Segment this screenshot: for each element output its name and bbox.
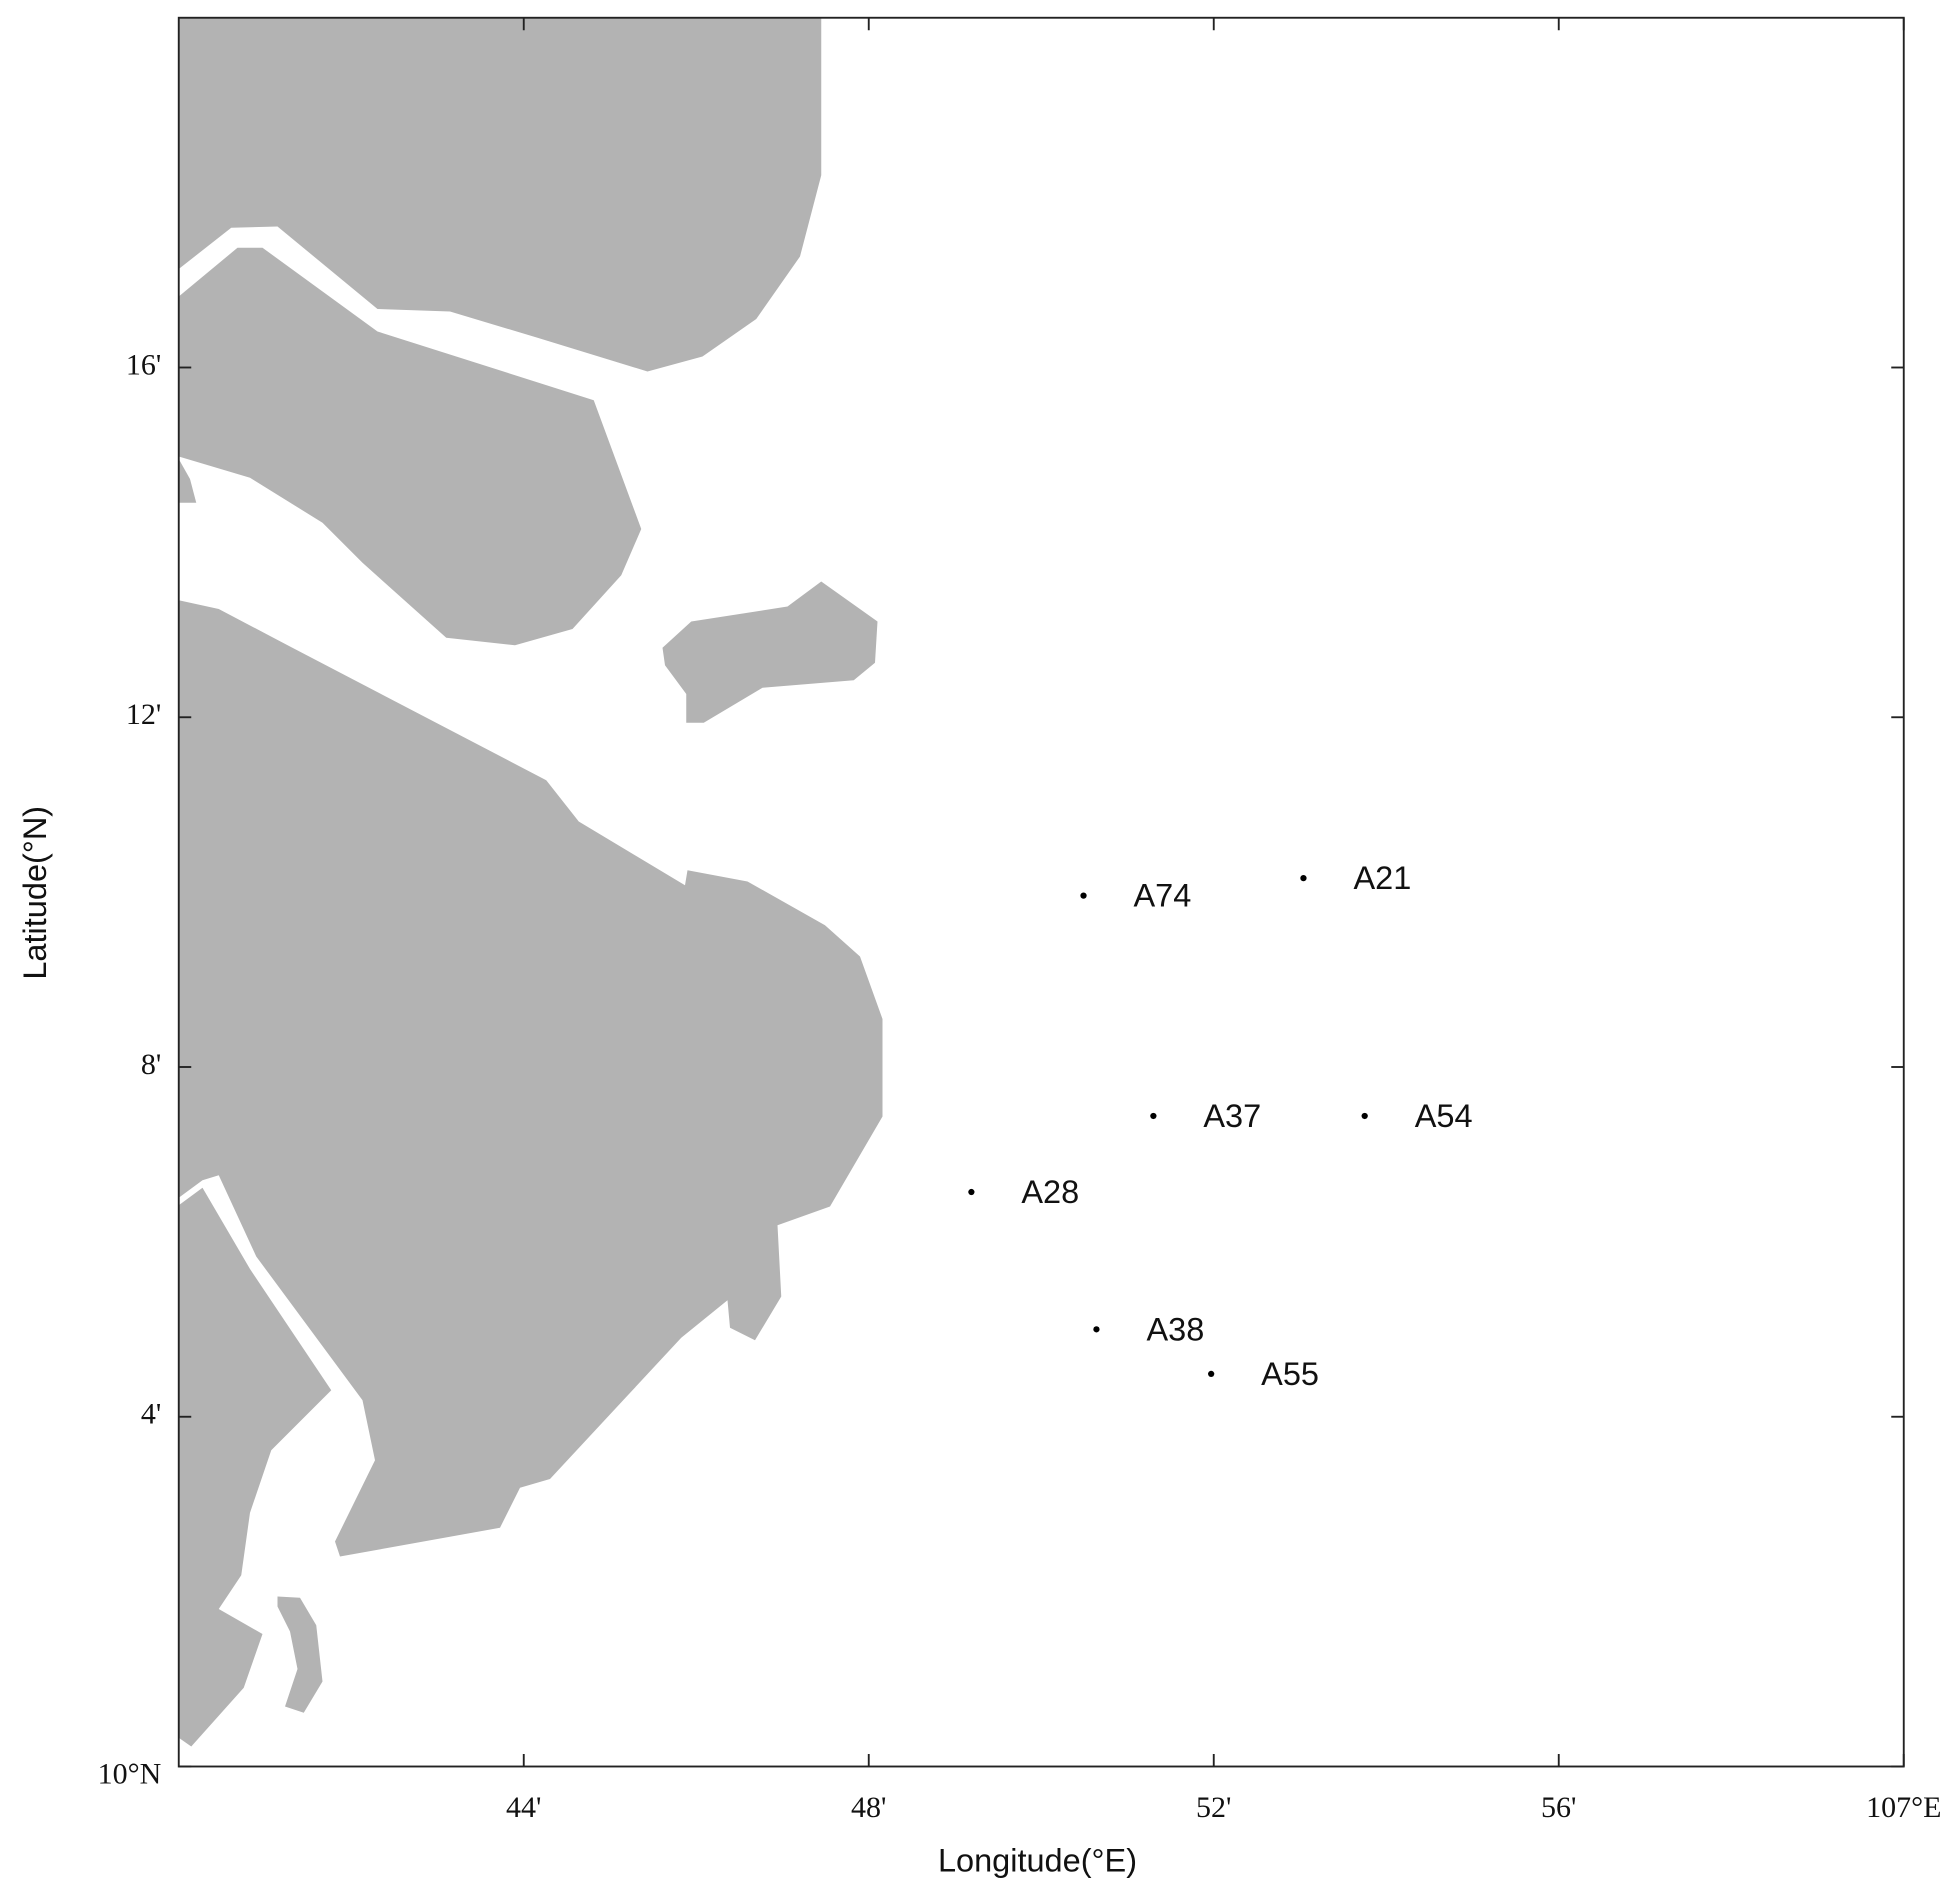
land-southwest (178, 1187, 332, 1747)
x-tick-label: 56' (1541, 1791, 1576, 1824)
station-label: A21 (1353, 860, 1411, 896)
station-label: A55 (1261, 1356, 1319, 1392)
station-point (1361, 1112, 1368, 1120)
station-label: A37 (1203, 1098, 1261, 1134)
y-tick-label: 10°N (98, 1757, 162, 1790)
y-tick-label: 8' (141, 1048, 161, 1081)
land-north (178, 17, 822, 372)
station-label: A74 (1134, 878, 1192, 914)
station-point (1300, 875, 1307, 882)
land-middle (178, 247, 642, 646)
plot-frame (177, 16, 1905, 1768)
y-tick-label: 12' (126, 698, 161, 731)
x-axis-label: Longitude(°E) (938, 1842, 1137, 1878)
y-axis-label: Latitude(°N) (17, 806, 53, 980)
station-point (1080, 892, 1087, 899)
station-point (1093, 1326, 1100, 1333)
station-point (968, 1188, 975, 1196)
x-tick-label: 52' (1196, 1791, 1231, 1824)
x-tick-label: 107°E (1866, 1791, 1941, 1824)
x-tick-label: 44' (506, 1791, 541, 1824)
y-tick-label: 4' (141, 1398, 161, 1431)
land (178, 17, 883, 1747)
station-label: A54 (1415, 1098, 1473, 1134)
land-main (178, 600, 883, 1557)
station-label: A28 (1021, 1174, 1079, 1210)
station-point (1208, 1370, 1215, 1378)
x-tick-label: 48' (851, 1791, 886, 1824)
y-tick-label: 16' (126, 348, 161, 381)
island-south (277, 1596, 323, 1713)
land-sliver (178, 459, 197, 503)
station-label: A38 (1146, 1311, 1204, 1347)
island-east (662, 581, 878, 723)
station-point (1150, 1112, 1157, 1120)
